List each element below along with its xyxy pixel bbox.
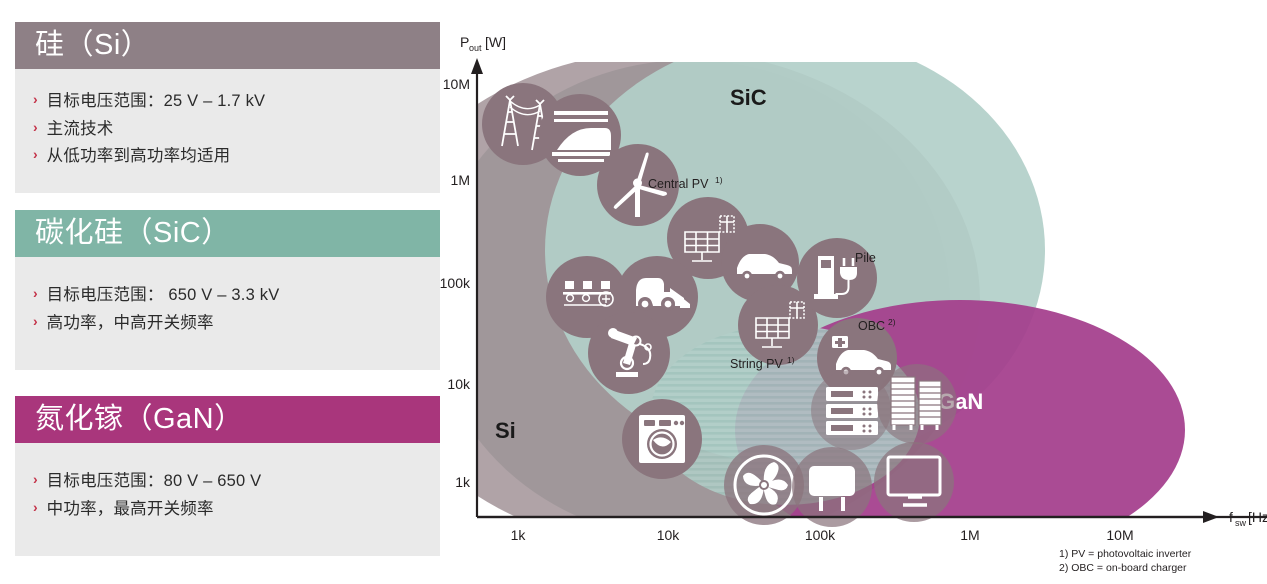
y-axis-title-sub: out [469,43,482,53]
bubble-charging-pile [797,238,877,318]
y-axis-arrow [471,58,483,74]
card-si-header: 硅（Si） [15,22,440,69]
bubble-power-adapter [792,447,872,527]
card-sic-title: 碳化硅（SiC） [35,217,231,249]
card-sic-body: › 目标电压范围： 650 V – 3.3 kV › 高功率，中高开关频率 [15,257,440,370]
x-tick-labels: 1k 10k 100k 1M 10M [511,527,1134,543]
point-label-central-pv: Central PV [648,177,709,191]
footnote-1: 1) PV = photovoltaic inverter [1059,548,1192,560]
point-label-obc: OBC [858,319,885,333]
chevron-right-icon: › [33,146,38,163]
x-axis-title: f [1229,509,1233,525]
bubble-wind-turbine [597,144,679,226]
conveyor-belt-icon [563,281,614,307]
wind-turbine-icon [613,152,667,217]
electric-car-icon [737,254,792,282]
card-si-title: 硅（Si） [35,29,151,61]
bullet-text: 中功率，最高开关频率 [46,499,214,518]
list-item: › 从低功率到高功率均适用 [33,144,422,170]
robot-arm-icon [608,328,652,377]
list-item: › 目标电压范围：25 V – 1.7 kV [33,89,422,115]
card-sic-header: 碳化硅（SiC） [15,210,440,257]
y-tick-1k: 1k [455,474,471,490]
bullet-text: 主流技术 [46,119,114,138]
card-si-body: › 目标电压范围：25 V – 1.7 kV › 主流技术 › 从低功率到高功率… [15,69,440,193]
charging-pile-icon [814,256,857,299]
list-item: › 目标电压范围： 650 V – 3.3 kV [33,283,422,309]
chevron-right-icon: › [33,285,38,301]
bullet-text: 目标电压范围： 650 V – 3.3 kV [46,286,280,304]
technology-cards-panel: 硅（Si） › 目标电压范围：25 V – 1.7 kV › 主流技术 › 从低… [0,0,440,584]
bubble-server-rack [811,370,891,450]
data-center-icon [890,376,942,430]
chevron-right-icon: › [33,498,38,515]
solar-panel-icon [684,215,735,262]
wheel-loader-icon [636,278,690,311]
bubble-conveyor [546,256,628,338]
power-adapter-icon [809,466,855,511]
bubble-washing-machine [622,399,702,479]
bubble-string-pv [738,285,818,365]
card-gan-body: › 目标电压范围：80 V – 650 V › 中功率，最高开关频率 [15,443,440,556]
x-axis-title-sub: sw [1235,518,1247,528]
train-icon [552,111,611,162]
y-axis-title-unit: [W] [485,34,506,50]
list-item: › 主流技术 [33,117,422,143]
bubble-train [539,94,621,176]
x-tick-1M: 1M [960,527,979,543]
list-item: › 高功率，中高开关频率 [33,311,422,337]
axis-titles: P out [W] f sw [Hz] [460,34,1267,528]
card-si: 硅（Si） › 目标电压范围：25 V – 1.7 kV › 主流技术 › 从低… [15,22,440,193]
point-labels: Central PV 1) Pile OBC 2) String PV 1) [648,175,896,371]
card-sic: 碳化硅（SiC） › 目标电压范围： 650 V – 3.3 kV › 高功率，… [15,210,440,370]
chevron-right-icon: › [33,118,38,135]
y-tick-100k: 100k [440,275,471,291]
technology-positioning-chart: SiC Si GaN [440,0,1267,584]
bullet-text: 目标电压范围：25 V – 1.7 kV [46,92,266,110]
list-item: › 目标电压范围：80 V – 650 V [33,469,422,495]
card-gan: 氮化镓（GaN） › 目标电压范围：80 V – 650 V › 中功率，最高开… [15,396,440,556]
footnote-2: 2) OBC = on-board charger [1059,562,1187,574]
chevron-right-icon: › [33,471,38,487]
point-label-central-pv-sup: 1) [715,175,723,185]
point-label-obc-sup: 2) [888,317,896,327]
y-tick-1M: 1M [451,172,470,188]
bullet-text: 从低功率到高功率均适用 [46,147,231,166]
washing-machine-icon [639,415,685,463]
point-label-pile: Pile [855,251,876,265]
y-axis-title: P [460,34,469,50]
bubble-electric-car [721,224,799,302]
tv-monitor-icon [886,455,942,507]
application-bubbles [482,83,957,527]
bullet-text: 目标电压范围：80 V – 650 V [46,472,262,490]
bubble-robot-arm [588,312,670,394]
bubble-tv-monitor [874,442,954,522]
point-label-string-pv: String PV [730,357,783,371]
card-gan-title: 氮化镓（GaN） [35,403,244,435]
bubble-data-center [877,364,957,444]
x-axis-title-unit: [Hz] [1248,509,1267,525]
card-gan-header: 氮化镓（GaN） [15,396,440,443]
y-tick-labels: 10M 1M 100k 10k 1k [440,76,471,490]
axes [471,58,1267,523]
region-label-si: Si [495,418,516,443]
x-tick-10k: 10k [657,527,681,543]
chevron-right-icon: › [33,312,38,329]
x-axis-arrow [1203,511,1219,523]
chevron-right-icon: › [33,91,38,107]
server-rack-icon [826,387,878,435]
x-tick-100k: 100k [805,527,836,543]
x-tick-1k: 1k [511,527,527,543]
x-tick-10M: 10M [1106,527,1133,543]
y-tick-10k: 10k [447,376,471,392]
region-label-sic: SiC [730,85,767,110]
solar-panel-icon [755,301,805,348]
list-item: › 中功率，最高开关频率 [33,497,422,523]
y-tick-10M: 10M [443,76,470,92]
bullet-text: 高功率，中高开关频率 [46,313,214,332]
bubble-fan [724,445,804,525]
point-label-string-pv-sup: 1) [787,355,795,365]
footnotes: 1) PV = photovoltaic inverter 2) OBC = o… [1059,548,1192,574]
